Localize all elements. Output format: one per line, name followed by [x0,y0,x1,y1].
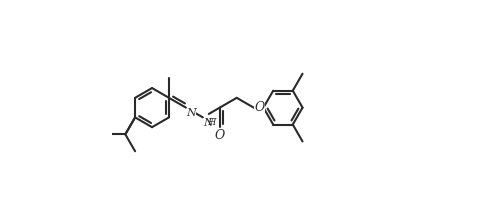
Text: N: N [203,118,213,128]
Text: H: H [208,118,216,127]
Text: O: O [255,101,265,114]
Text: O: O [215,129,225,142]
Text: N: N [187,108,197,118]
